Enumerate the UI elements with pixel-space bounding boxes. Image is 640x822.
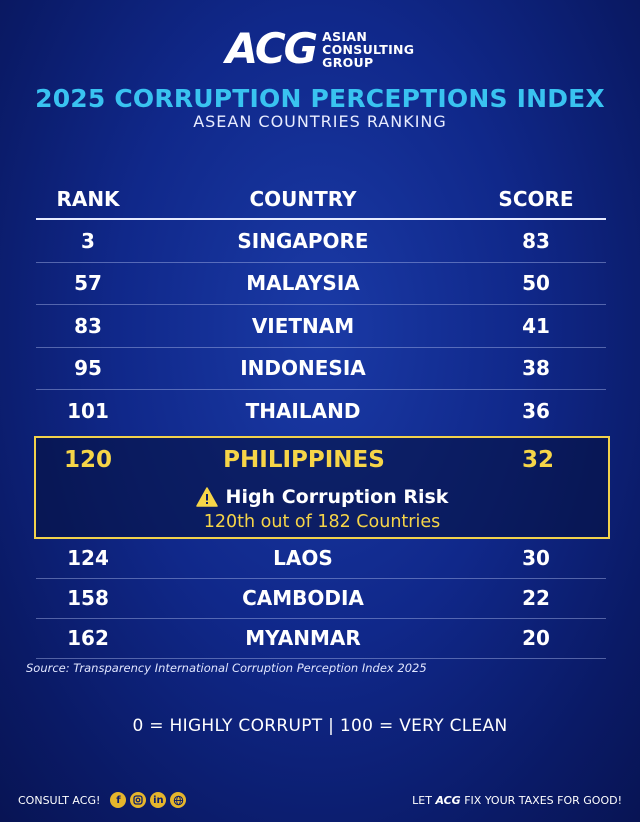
row-score: 36 <box>522 398 550 423</box>
row-rank: 3 <box>81 228 95 253</box>
globe-icon[interactable] <box>170 792 187 808</box>
table-row: 162 MYANMAR 20 <box>36 619 606 659</box>
warning-text: High Corruption Risk <box>225 485 449 508</box>
header-score: SCORE <box>498 187 574 211</box>
scale-note: 0 = HIGHLY CORRUPT | 100 = VERY CLEAN <box>132 716 508 736</box>
table-row: 124 LAOS 30 <box>36 539 606 579</box>
logo-line-2: CONSULTING <box>322 41 415 57</box>
row-country: LAOS <box>273 546 333 570</box>
facebook-icon[interactable]: f <box>110 792 127 808</box>
logo-line-3: GROUP <box>322 54 374 70</box>
source-note: Source: Transparency International Corru… <box>26 661 427 675</box>
rows-top: 3 SINGAPORE 83 57 MALAYSIA 50 83 VIETNAM… <box>36 220 606 432</box>
table-header: RANK COUNTRY SCORE <box>36 180 606 220</box>
row-rank: 158 <box>67 586 109 610</box>
row-rank: 95 <box>74 356 102 381</box>
table-row: 83 VIETNAM 41 <box>36 305 606 348</box>
table-row: 3 SINGAPORE 83 <box>36 220 606 263</box>
row-rank: 124 <box>67 546 109 570</box>
risk-warning: High Corruption Risk <box>36 486 608 508</box>
warning-icon <box>195 486 218 507</box>
row-rank: 83 <box>74 313 102 338</box>
tagline-prefix: LET <box>412 794 436 807</box>
row-score: 41 <box>522 313 550 338</box>
table-row: 95 INDONESIA 38 <box>36 348 606 390</box>
tagline-brand: ACG <box>435 794 461 807</box>
row-country: THAILAND <box>245 398 361 423</box>
row-rank: 162 <box>67 626 109 650</box>
row-score: 50 <box>522 271 550 296</box>
highlight-score: 32 <box>521 446 554 473</box>
row-country: INDONESIA <box>240 356 366 381</box>
table-row: 158 CAMBODIA 22 <box>36 579 606 619</box>
row-rank: 101 <box>67 398 109 423</box>
row-rank: 57 <box>74 271 102 296</box>
row-country: MALAYSIA <box>246 271 360 296</box>
logo: ACG ASIAN CONSULTING GROUP <box>0 28 640 70</box>
footer-left: CONSULT ACG! f in <box>18 792 187 808</box>
rank-note: 120th out of 182 Countries <box>203 511 441 532</box>
highlight-box: 120 PHILIPPINES 32 High Corruption Risk … <box>34 435 610 539</box>
footer-tagline: LET ACG FIX YOUR TAXES FOR GOOD! <box>412 794 622 807</box>
row-score: 83 <box>522 228 550 253</box>
page-title: 2025 CORRUPTION PERCEPTIONS INDEX <box>35 84 605 113</box>
instagram-icon[interactable] <box>130 792 147 808</box>
header-rank: RANK <box>56 187 120 211</box>
linkedin-icon[interactable]: in <box>150 792 167 808</box>
header-country: COUNTRY <box>249 187 357 211</box>
tagline-suffix: FIX YOUR TAXES FOR GOOD! <box>460 794 622 807</box>
highlight-row: 120 PHILIPPINES 32 <box>36 440 608 480</box>
table-row: 57 MALAYSIA 50 <box>36 263 606 305</box>
logo-line-1: ASIAN <box>322 28 368 44</box>
table-row: 101 THAILAND 36 <box>36 390 606 432</box>
rows-bottom: 124 LAOS 30 158 CAMBODIA 22 162 MYANMAR … <box>36 539 606 659</box>
row-score: 20 <box>522 626 550 650</box>
row-score: 22 <box>522 586 550 610</box>
row-score: 38 <box>522 356 550 381</box>
ranking-table: RANK COUNTRY SCORE 3 SINGAPORE 83 57 MAL… <box>34 180 610 659</box>
logo-text: ASIAN CONSULTING GROUP <box>322 30 414 69</box>
row-country: MYANMAR <box>245 626 361 650</box>
logo-mark: ACG <box>225 24 319 73</box>
highlight-country: PHILIPPINES <box>223 446 385 473</box>
row-country: CAMBODIA <box>242 586 364 610</box>
row-score: 30 <box>522 546 550 570</box>
highlight-rank: 120 <box>63 446 112 473</box>
row-country: VIETNAM <box>251 313 355 338</box>
row-country: SINGAPORE <box>237 228 369 253</box>
consult-label: CONSULT ACG! <box>18 793 101 807</box>
page-subtitle: ASEAN COUNTRIES RANKING <box>193 112 447 131</box>
